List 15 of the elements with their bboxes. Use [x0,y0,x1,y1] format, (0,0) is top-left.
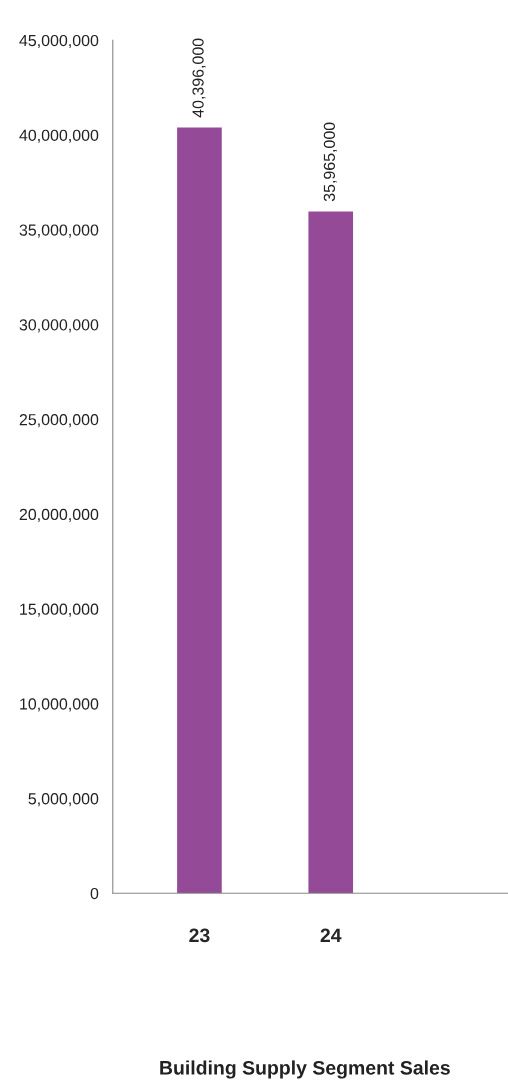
x-tick-label: 23 [189,928,210,943]
y-tick-label: 25,000,000 [19,414,99,428]
text: Building Supply Segment Sales [160,1060,450,1079]
x-tick-label: 24 [320,928,342,943]
y-tick-label: 30,000,000 [19,319,99,333]
y-tick-label: 5,000,000 [28,793,99,807]
y-tick-label: 0 [90,887,99,900]
y-tick-label: 40,000,000 [19,129,99,143]
y-tick-label: 10,000,000 [20,698,99,712]
data-label: 35,965,000 [323,122,337,202]
y-tick-label: 45,000,000 [19,34,99,49]
data-label: 40,396,000 [192,38,206,118]
y-tick-label: 20,000,000 [19,508,99,522]
y-tick-label: 15,000,000 [20,603,99,617]
y-tick-label: 35,000,000 [19,224,99,238]
